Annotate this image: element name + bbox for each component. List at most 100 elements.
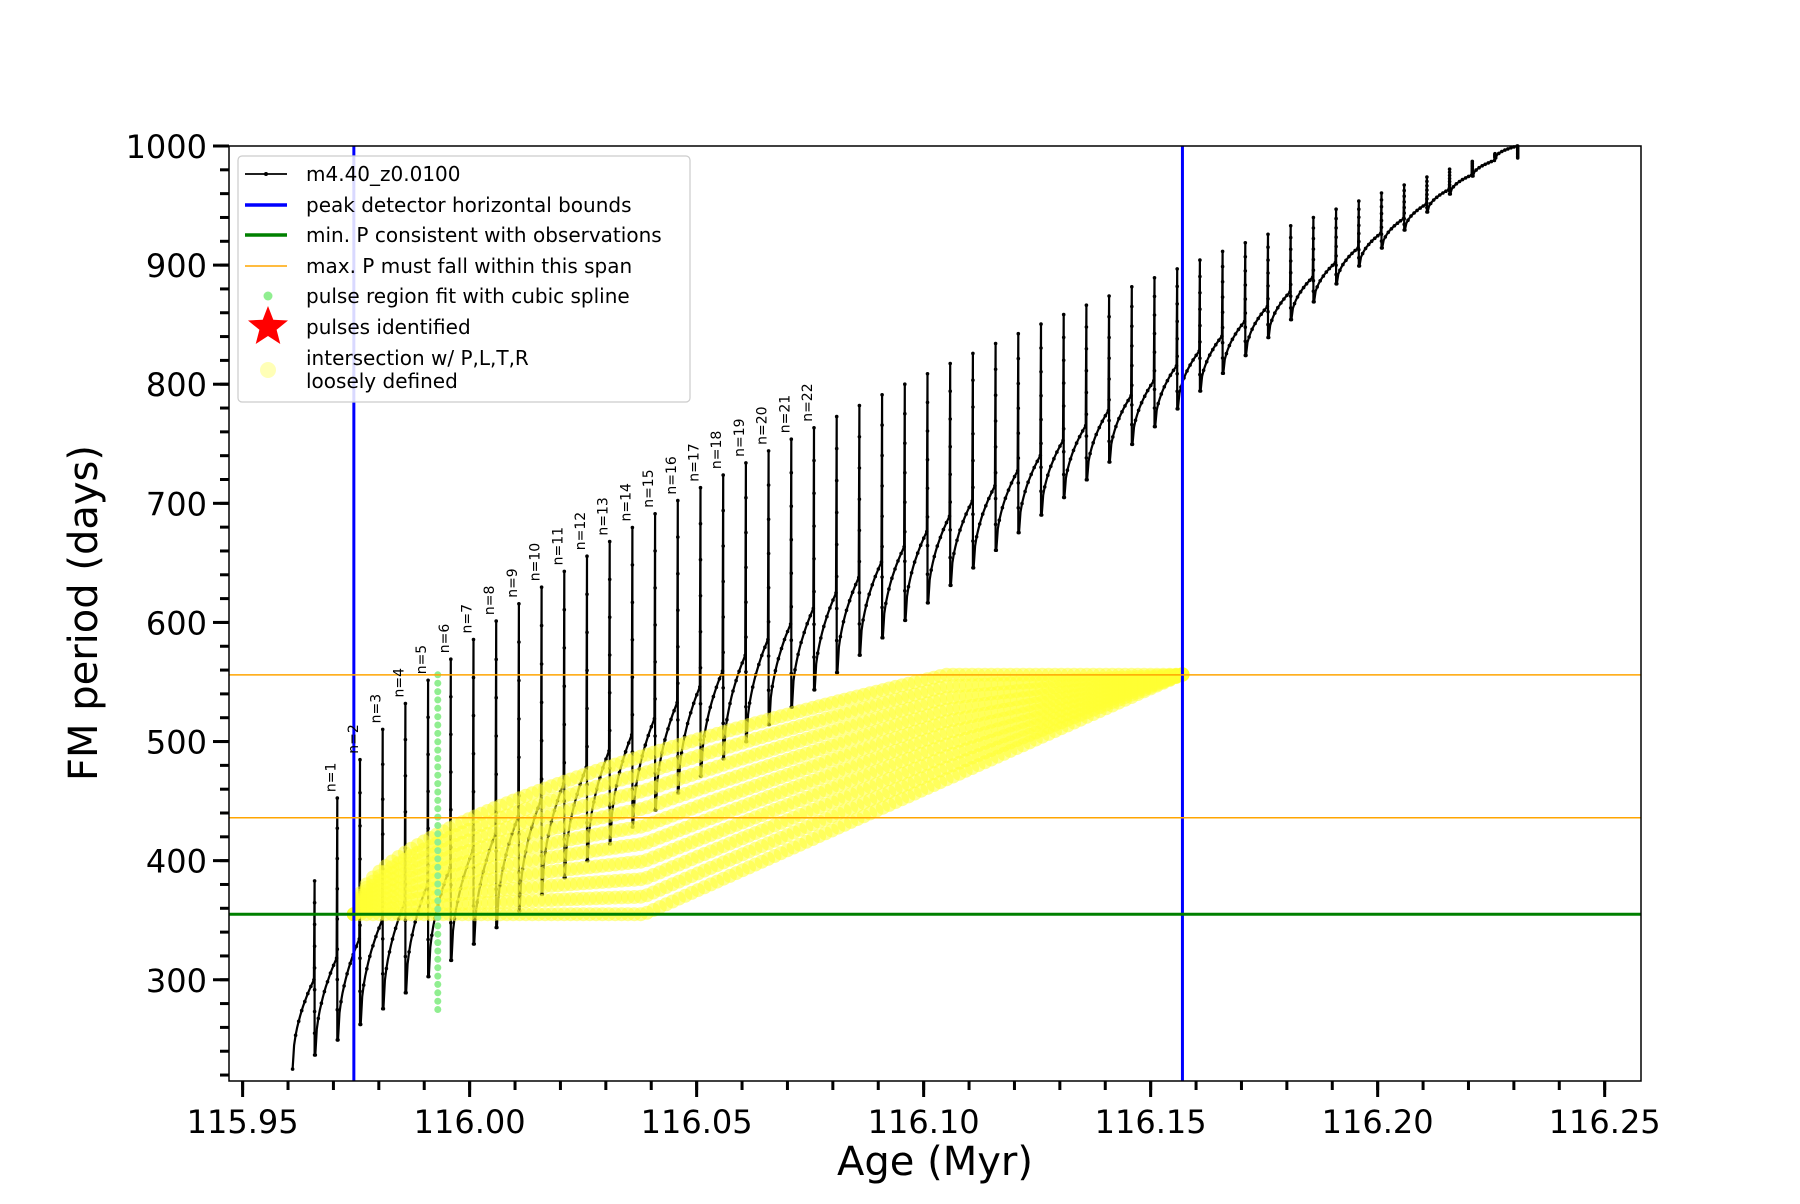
series-point [1108, 460, 1112, 464]
series-point [1471, 174, 1475, 178]
series-point [1243, 283, 1248, 287]
series-point [1321, 274, 1326, 278]
series-point [750, 685, 755, 689]
series-point [834, 414, 839, 419]
series-point [1220, 334, 1224, 339]
series-point [1107, 398, 1111, 402]
series-point [789, 571, 794, 575]
x-tick-label: 116.15 [1095, 1103, 1207, 1141]
series-point [1016, 506, 1021, 510]
series-point [1176, 407, 1180, 411]
series-point [495, 925, 499, 930]
series-point [831, 598, 835, 602]
series-point [653, 660, 657, 664]
series-point [449, 807, 453, 812]
series-point [808, 614, 813, 618]
series-point [1084, 456, 1089, 460]
series-point [1003, 496, 1008, 501]
series-point [676, 645, 680, 649]
series-point [925, 529, 929, 534]
spline-point [434, 679, 442, 687]
series-point [1130, 324, 1134, 329]
series-point [812, 589, 816, 594]
series-point [825, 614, 829, 619]
spline-point [434, 880, 442, 888]
series-point [1460, 177, 1465, 182]
series-point [1103, 413, 1108, 418]
pulse-label: n=20 [755, 406, 771, 444]
series-point [1266, 322, 1270, 327]
series-point [1335, 282, 1339, 286]
series-point [1046, 473, 1050, 478]
series-point [1175, 319, 1179, 324]
series-point [1061, 335, 1066, 340]
series-point [744, 670, 748, 674]
series-point [676, 498, 680, 503]
pulse-label: n=15 [641, 469, 657, 507]
series-point [1334, 226, 1338, 230]
series-point [1265, 304, 1270, 309]
series-point [766, 654, 771, 658]
series-point [1454, 182, 1459, 186]
series-point [1333, 260, 1338, 265]
series-point [789, 437, 794, 442]
series-point [857, 590, 862, 595]
pulse-label: n=1 [323, 763, 339, 793]
series-point [1379, 211, 1384, 216]
series-point [721, 650, 725, 655]
series-point [1188, 363, 1192, 367]
series-point [1431, 198, 1436, 202]
series-point [763, 645, 767, 649]
series-point [915, 551, 920, 555]
series-point [562, 760, 567, 765]
series-point [691, 701, 696, 706]
series-point [766, 688, 771, 692]
series-point [944, 520, 949, 525]
series-point [903, 441, 907, 446]
series-point [1489, 159, 1494, 164]
series-point [666, 727, 670, 731]
series-point [1447, 186, 1452, 190]
series-point [607, 653, 612, 657]
series-point [1152, 313, 1157, 317]
series-point [856, 575, 861, 580]
series-point [1100, 419, 1105, 424]
pulse-label: n=17 [687, 443, 703, 481]
series-point [1376, 233, 1380, 238]
series-point [1279, 301, 1283, 305]
series-point [380, 762, 385, 767]
series-point [1088, 451, 1092, 456]
series-point [663, 738, 667, 742]
series-point [1334, 263, 1338, 268]
y-tick-label: 300 [146, 962, 207, 1000]
series-point [990, 490, 994, 494]
series-point [1123, 404, 1127, 408]
series-point [1016, 456, 1021, 460]
series-point [971, 378, 975, 383]
series-point [312, 1031, 317, 1035]
series-point [884, 601, 888, 606]
series-point [834, 591, 838, 595]
series-point [1447, 170, 1452, 175]
series-point [1130, 422, 1134, 427]
series-point [1171, 368, 1176, 373]
series-point [296, 1019, 301, 1024]
series-point [744, 530, 748, 535]
series-point [857, 403, 862, 408]
series-point [1094, 432, 1098, 437]
series-point [857, 435, 862, 439]
series-point [653, 697, 657, 701]
y-tick-label: 600 [146, 604, 207, 642]
series-point [899, 551, 903, 556]
series-point [1107, 294, 1111, 298]
series-point [1477, 165, 1481, 170]
series-point [971, 351, 975, 356]
series-point [834, 606, 839, 611]
spline-point [434, 1006, 442, 1013]
series-point [1198, 372, 1202, 377]
series-point [607, 691, 612, 695]
pulse-label: n=9 [505, 568, 521, 598]
legend-label: intersection w/ P,L,T,R [306, 346, 529, 370]
series-point [747, 701, 752, 705]
series-point [971, 405, 975, 409]
